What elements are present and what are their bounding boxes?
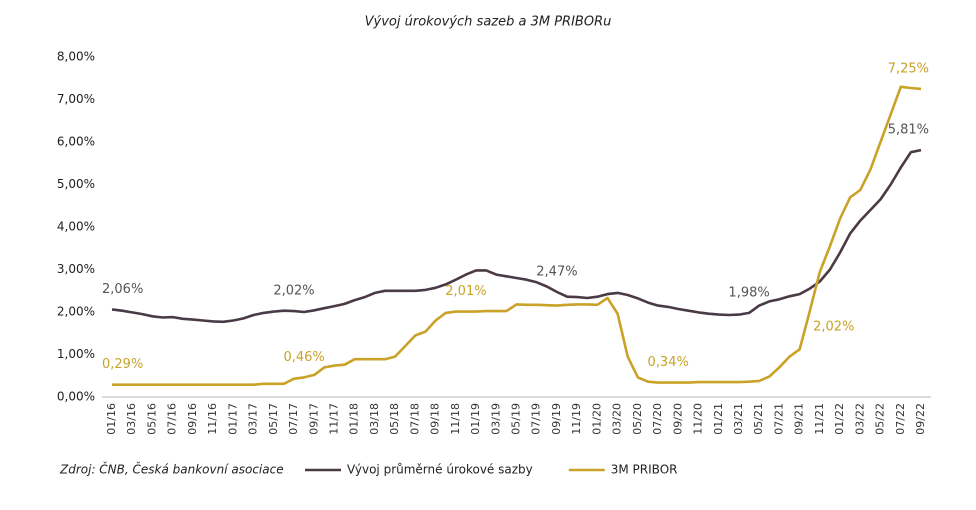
x-tick-label: 01/20 [590, 403, 603, 435]
x-tick-label: 05/17 [267, 403, 280, 435]
x-tick-label: 05/18 [388, 403, 401, 435]
x-tick-label: 09/16 [186, 403, 199, 435]
data-label: 2,06% [102, 282, 143, 297]
data-label: 2,02% [813, 320, 854, 335]
x-tick-label: 03/19 [489, 403, 502, 435]
x-tick-label: 03/16 [125, 403, 138, 435]
x-tick-label: 01/17 [226, 403, 239, 435]
data-label: 7,25% [888, 61, 929, 76]
x-tick-label: 09/17 [307, 403, 320, 435]
y-tick-label: 1,00% [57, 347, 95, 361]
x-tick-label: 03/18 [368, 403, 381, 435]
x-tick-label: 05/22 [874, 403, 887, 435]
x-tick-label: 11/21 [813, 403, 826, 435]
x-tick-label: 09/19 [550, 403, 563, 435]
x-tick-label: 11/20 [692, 403, 705, 435]
x-tick-label: 05/21 [752, 403, 765, 435]
data-label: 1,98% [728, 285, 769, 300]
x-tick-label: 03/21 [732, 403, 745, 435]
data-label: 0,34% [648, 355, 689, 370]
y-tick-label: 7,00% [57, 92, 95, 106]
y-tick-label: 5,00% [57, 177, 95, 191]
x-tick-label: 05/16 [145, 403, 158, 435]
x-tick-label: 07/18 [408, 403, 421, 435]
data-label: 2,47% [536, 265, 577, 280]
y-tick-label: 3,00% [57, 262, 95, 276]
x-tick-label: 01/22 [833, 403, 846, 435]
y-tick-label: 8,00% [57, 50, 95, 64]
x-tick-label: 05/19 [510, 403, 523, 435]
x-tick-label: 01/21 [712, 403, 725, 435]
series-line [112, 85, 922, 386]
x-tick-label: 11/19 [570, 403, 583, 435]
data-label: 2,02% [273, 284, 314, 299]
x-tick-label: 03/22 [853, 403, 866, 435]
x-tick-label: 11/17 [327, 403, 340, 435]
x-tick-label: 01/19 [469, 403, 482, 435]
data-label: 2,01% [445, 284, 486, 299]
chart-title: Vývoj úrokových sazeb a 3M PRIBORu [365, 15, 612, 30]
y-tick-label: 6,00% [57, 135, 95, 149]
y-tick-label: 4,00% [57, 220, 95, 234]
data-label: 0,29% [102, 357, 143, 372]
x-tick-label: 07/16 [166, 403, 179, 435]
x-tick-label: 07/19 [530, 403, 543, 435]
x-tick-label: 07/22 [894, 403, 907, 435]
legend-label: 3M PRIBOR [611, 463, 678, 477]
x-tick-label: 07/20 [651, 403, 664, 435]
x-tick-label: 07/21 [772, 403, 785, 435]
x-tick-label: 01/18 [348, 403, 361, 435]
x-tick-label: 11/16 [206, 403, 219, 435]
data-label: 5,81% [888, 123, 929, 138]
source-note: Zdroj: ČNB, Česká bankovní asociace [59, 462, 284, 477]
series-line [111, 148, 922, 324]
x-tick-label: 03/17 [247, 403, 260, 435]
x-tick-label: 09/21 [793, 403, 806, 435]
y-tick-label: 0,00% [57, 390, 95, 404]
x-tick-label: 09/22 [914, 403, 927, 435]
x-tick-label: 05/20 [631, 403, 644, 435]
x-tick-label: 09/20 [671, 403, 684, 435]
x-tick-label: 07/17 [287, 403, 300, 435]
legend-label: Vývoj průměrné úrokové sazby [347, 463, 533, 477]
x-tick-label: 09/18 [429, 403, 442, 435]
x-tick-label: 01/16 [105, 403, 118, 435]
y-tick-label: 2,00% [57, 305, 95, 319]
data-label: 0,46% [283, 350, 324, 365]
x-tick-label: 03/20 [611, 403, 624, 435]
x-tick-label: 11/18 [449, 403, 462, 435]
